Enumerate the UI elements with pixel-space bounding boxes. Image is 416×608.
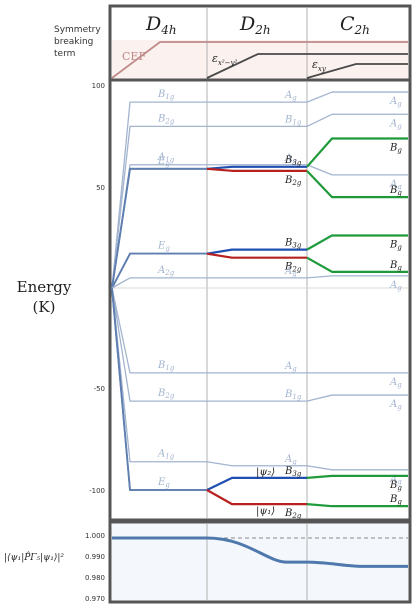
level-9-c2h-label: Ag [389, 399, 402, 411]
level-5-d2h-label: B3g [284, 238, 302, 250]
level-7-d4h-label: A2g [157, 265, 175, 277]
level-1-d2h-label: B1g [284, 114, 302, 126]
level-5-d2h-line [206, 248, 307, 255]
overlap-line [112, 536, 408, 568]
energy-tick-50: 50 [96, 184, 105, 192]
energy-axis-unit: (K) [33, 298, 56, 316]
level-0-c2h-line [306, 91, 408, 103]
overlap-tick-0970: 0.970 [85, 595, 105, 603]
cef-label: CEF [122, 50, 146, 63]
level-4-d4h-line [111, 167, 207, 289]
level-3-d2h-line [206, 165, 307, 170]
symmetry-breaking-panel: D4h D2h C2h Symmetry breaking term CEF ε… [54, 4, 412, 82]
symmetry-label-line3: term [54, 49, 75, 59]
level-3-c2h-line [306, 137, 408, 168]
overlap-tick-1000: 1.000 [85, 532, 105, 540]
level-9-d4h-line [111, 287, 207, 402]
level-9-d4h-label: B2g [157, 388, 175, 400]
energy-tick-minus-100: -100 [89, 487, 105, 495]
level-2-c2h-line [306, 164, 408, 176]
level-5-c2h-line [306, 234, 408, 251]
level-0-c2h-label: Ag [389, 96, 402, 108]
eps2-label: εxy [312, 58, 327, 73]
level-7-c2h-label: Ag [389, 280, 402, 292]
level-3-d2h-label: B3g [284, 155, 302, 167]
level-10-c2h-label: Ag [389, 474, 402, 486]
level-5-c2h-label: Bg [389, 239, 402, 251]
overlap-axis-label: |⟨ψ₁|P̂Γ₅|ψ₁⟩|² [4, 551, 64, 563]
overlap-region-fill [112, 524, 408, 602]
symmetry-label-line1: Symmetry [54, 25, 101, 35]
level-3-c2h-label: Bg [389, 143, 402, 155]
overlap-tick-0990: 0.990 [85, 553, 105, 561]
level-6-d2h-line [206, 252, 307, 259]
level-6-d2h-label: B2g [284, 262, 302, 274]
energy-tick-minus-50: -50 [94, 385, 105, 393]
cef-region-fill [112, 40, 408, 80]
main-panel-frame [108, 78, 412, 522]
level-9-d2h-label: B1g [284, 389, 302, 401]
level-1-c2h-line [306, 113, 408, 127]
level-12-d2h-line [206, 489, 307, 506]
level-7-c2h-line [306, 275, 408, 279]
symmetry-label-line2: breaking [54, 37, 93, 47]
level-6-c2h-line [306, 256, 408, 273]
level-12-c2h-label: Bg [389, 494, 402, 506]
level-12-d4h-line [111, 287, 207, 491]
header-d4h: D4h [145, 13, 177, 37]
overlap-panel: 1.000 0.990 0.980 0.970 |⟨ψ₁|P̂Γ₅|ψ₁⟩|² [4, 520, 412, 604]
overlap-tick-0980: 0.980 [85, 574, 105, 582]
level-4-d2h-label: B2g [284, 175, 302, 187]
level-12-c2h-line [306, 503, 408, 508]
level-6-d4h-line [111, 252, 207, 289]
level-3-d4h-label: Eg [157, 156, 170, 168]
level-2-c2h-label: Ag [389, 179, 402, 191]
eps1-label: εx²−y² [212, 52, 237, 67]
level-7-d2h-label: Ag [284, 266, 297, 278]
level-1-d4h-label: B2g [157, 113, 175, 125]
psi1-label: |ψ₁⟩ [256, 506, 275, 517]
energy-axis-label: Energy [17, 278, 72, 296]
level-7-d4h-line [111, 277, 207, 289]
level-4-d2h-line [206, 167, 307, 172]
level-10-d2h-label: Ag [284, 454, 297, 466]
overlap-curve [112, 536, 408, 568]
level-2-d2h-label: Ag [284, 153, 297, 165]
level-1-d4h-line [111, 125, 207, 289]
level-0-d2h-label: Ag [284, 90, 297, 102]
level-8-d4h-line [111, 287, 207, 374]
level-12-d2h-label: B2g [284, 508, 302, 520]
eps1-ramp-line [206, 53, 408, 79]
cef-ramp-line [111, 41, 408, 79]
level-10-d2h-line [206, 461, 307, 467]
level-1-c2h-label: Ag [389, 118, 402, 130]
level-8-d2h-label: Ag [284, 361, 297, 373]
level-4-c2h-line [306, 170, 408, 199]
level-9-c2h-line [306, 394, 408, 402]
level-4-c2h-label: Bg [389, 185, 402, 197]
level-10-c2h-line [306, 465, 408, 471]
header-d2h: D2h [239, 13, 271, 37]
level-11-d2h-line [206, 476, 307, 491]
level-5-d4h-label: Eg [157, 241, 170, 253]
level-11-d4h-label: Eg [157, 477, 170, 489]
level-2-d4h-label: A1g [157, 152, 175, 164]
level-10-d4h-label: A1g [157, 449, 175, 461]
level-6-c2h-label: Bg [389, 260, 402, 272]
psi2-label: |ψ₂⟩ [256, 467, 275, 478]
level-11-c2h-label: Bg [389, 480, 402, 492]
level-11-d2h-label: B3g [284, 466, 302, 478]
level-11-c2h-line [306, 474, 408, 479]
energy-tick-100: 100 [92, 82, 105, 90]
header-c2h: C2h [340, 13, 370, 37]
overlap-panel-frame [108, 520, 412, 604]
level-8-d4h-label: B1g [157, 360, 175, 372]
level-0-d4h-label: B1g [157, 89, 175, 101]
level-8-c2h-label: Ag [389, 377, 402, 389]
level-0-d4h-line [111, 101, 207, 289]
eps2-ramp-line [306, 63, 408, 79]
